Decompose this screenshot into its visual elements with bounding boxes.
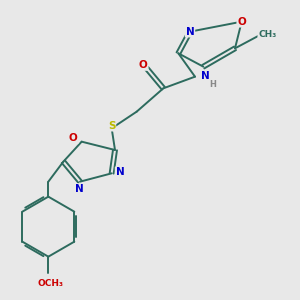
Text: N: N xyxy=(116,167,124,177)
Text: N: N xyxy=(186,27,194,37)
Text: N: N xyxy=(201,71,209,81)
Text: H: H xyxy=(209,80,216,89)
Text: O: O xyxy=(69,133,78,143)
Text: O: O xyxy=(139,60,148,70)
Text: CH₃: CH₃ xyxy=(258,30,277,39)
Text: OCH₃: OCH₃ xyxy=(37,279,63,288)
Text: N: N xyxy=(75,184,83,194)
Text: O: O xyxy=(237,17,246,27)
Text: S: S xyxy=(108,121,116,131)
